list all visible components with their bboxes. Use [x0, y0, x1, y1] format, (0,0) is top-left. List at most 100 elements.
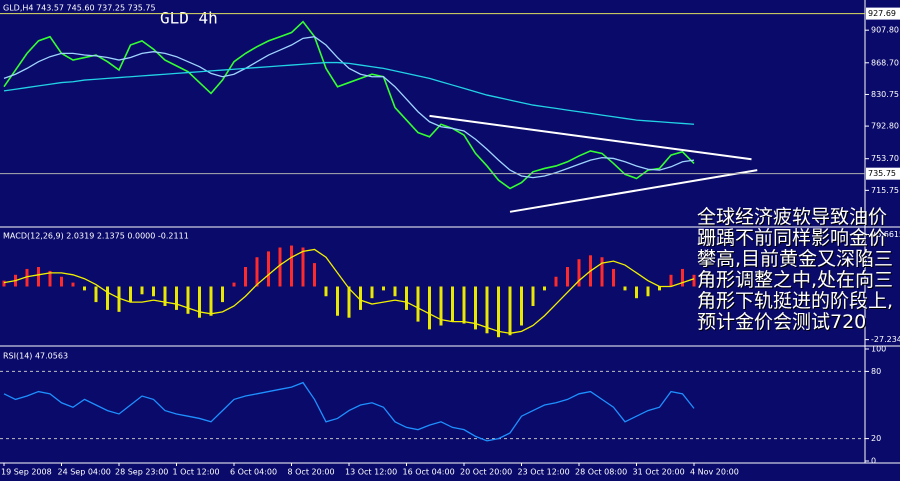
y-tick-label: 830.75	[871, 90, 899, 99]
bar	[232, 282, 236, 287]
bar	[405, 286, 408, 310]
bar	[635, 286, 638, 299]
price-label: 927.69	[868, 9, 896, 18]
bar	[48, 270, 52, 287]
bar	[497, 286, 500, 338]
bar	[623, 286, 627, 291]
bar	[428, 286, 431, 330]
x-tick-label: 19 Sep 2008	[1, 468, 52, 477]
bar	[175, 286, 178, 310]
bar	[140, 286, 144, 295]
bar	[83, 286, 86, 291]
panel-title: RSI(14) 47.0563	[3, 352, 68, 361]
y-tick-label: 100	[871, 345, 886, 354]
bar	[508, 286, 512, 336]
x-tick-label: 24 Sep 04:00	[58, 468, 111, 477]
bar	[186, 286, 190, 314]
bar	[255, 257, 259, 287]
bar	[198, 286, 201, 318]
x-tick-label: 4 Nov 20:00	[690, 468, 739, 477]
bar	[658, 286, 661, 291]
bar	[106, 286, 109, 310]
x-tick-label: 20 Oct 20:00	[460, 468, 512, 477]
bar	[244, 267, 247, 287]
bar	[313, 263, 316, 287]
x-tick-label: 13 Oct 12:00	[345, 468, 397, 477]
y-tick-label: 868.70	[871, 58, 899, 67]
y-tick-label: 715.75	[871, 186, 899, 195]
bar	[278, 247, 282, 287]
y-tick-label: 753.70	[871, 154, 899, 163]
bar	[2, 280, 6, 287]
price-box	[866, 7, 900, 20]
bar	[221, 286, 224, 303]
bar	[566, 267, 569, 287]
bar	[324, 286, 328, 297]
bar	[554, 276, 558, 287]
trendline	[509, 169, 758, 213]
bar	[382, 286, 385, 291]
bar	[163, 286, 167, 306]
bar	[543, 286, 546, 291]
x-tick-label: 23 Oct 12:00	[518, 468, 570, 477]
x-tick-label: 31 Oct 20:00	[633, 468, 685, 477]
y-tick-label: -27.2342	[871, 335, 900, 344]
bar	[94, 286, 98, 303]
bar	[301, 247, 305, 287]
bar	[577, 259, 581, 287]
x-tick-label: 16 Oct 04:00	[403, 468, 455, 477]
bar	[393, 286, 397, 297]
x-tick-label: 28 Sep 23:00	[115, 468, 168, 477]
bar	[71, 282, 75, 287]
bar	[416, 286, 420, 322]
y-tick-label: 26.6615	[871, 230, 900, 239]
x-tick-label: 8 Oct 20:00	[288, 468, 335, 477]
bar	[692, 274, 696, 287]
bar	[267, 251, 270, 287]
bar	[347, 286, 351, 318]
y-tick-label: 20	[871, 434, 881, 443]
series-line	[3, 36, 695, 179]
y-tick-label: 0	[871, 457, 876, 466]
annotation: 全球经济疲软导致油价跚踽不前同样影响金价攀高,目前黄金又深陷三角形调整之中,处在…	[697, 206, 894, 333]
series-line	[3, 381, 695, 442]
bar	[439, 286, 443, 326]
x-tick-label: 28 Oct 08:00	[575, 468, 627, 477]
bar	[474, 286, 477, 330]
bar	[25, 268, 29, 287]
bar	[336, 286, 339, 316]
series-line	[3, 248, 695, 334]
x-tick-label: 1 Oct 12:00	[173, 468, 220, 477]
bar	[612, 268, 615, 287]
chart-header: GLD,H4 743.57 745.60 737.25 735.75	[3, 4, 156, 13]
x-tick-label: 6 Oct 04:00	[230, 468, 277, 477]
y-tick-label: 80	[871, 367, 881, 376]
trendline	[429, 114, 752, 161]
bar	[209, 286, 213, 316]
bar	[669, 274, 673, 287]
y-tick-label: 907.80	[871, 26, 899, 35]
bar	[117, 286, 121, 312]
price-label: 735.75	[868, 169, 896, 178]
bar	[600, 257, 604, 287]
bar	[485, 286, 489, 334]
panel-title: MACD(12,26,9) 2.0319 2.1375 0.0000 -0.21…	[3, 232, 189, 241]
series-line	[3, 20, 695, 190]
chart-title: GLD 4h	[160, 9, 218, 28]
bar	[290, 245, 293, 287]
bar	[520, 286, 523, 326]
bar	[451, 286, 454, 322]
bar	[370, 286, 374, 299]
bar	[37, 267, 40, 287]
bar	[129, 286, 132, 303]
bar	[681, 268, 684, 287]
bar	[359, 286, 362, 310]
bar	[60, 276, 63, 287]
price-box	[866, 167, 900, 180]
bar	[462, 286, 466, 324]
bar	[531, 286, 535, 306]
y-tick-label: 792.80	[871, 122, 899, 131]
